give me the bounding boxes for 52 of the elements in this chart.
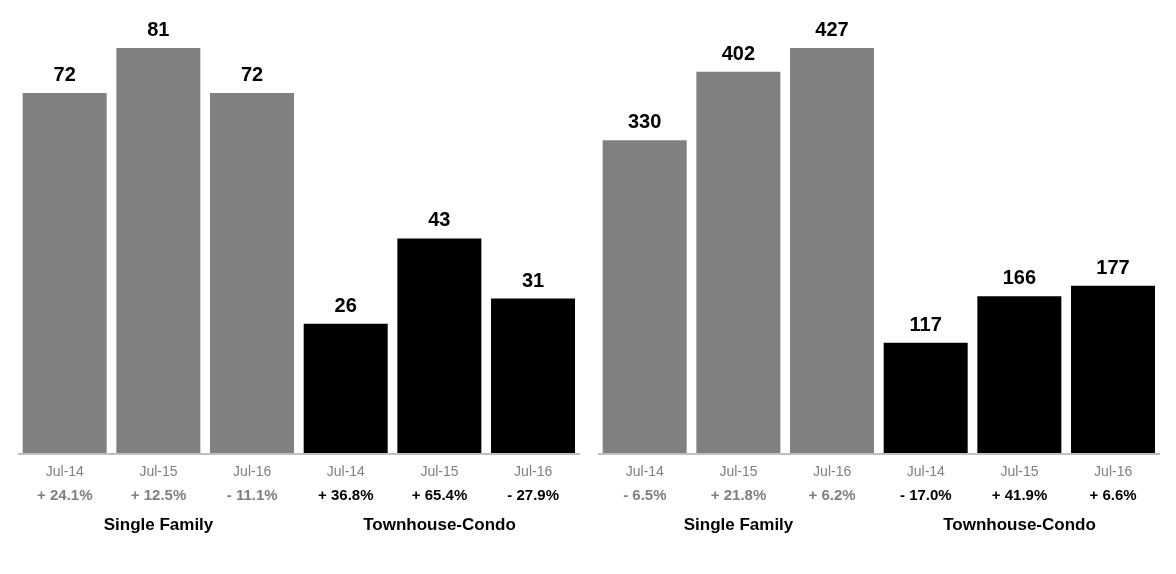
text: - 11.1% (226, 486, 278, 503)
x-tick-label: Jul-16 (233, 463, 272, 479)
x-tick-label: Jul-14 (45, 463, 85, 479)
data-label: 117 (909, 312, 942, 335)
bar (790, 48, 875, 454)
text: Townhouse-Condo (943, 515, 1096, 534)
x-tick-label: Jul-14 (906, 463, 946, 479)
bar (883, 342, 968, 454)
bar (397, 238, 482, 454)
bar (116, 48, 201, 454)
bar (210, 93, 295, 454)
data-label: 177 (1096, 255, 1130, 278)
data-label: 330 (628, 110, 662, 133)
data-label: 166 (1002, 266, 1037, 289)
data-label: 31 (521, 268, 545, 291)
text: + 12.5% (130, 486, 187, 503)
bar (1071, 285, 1156, 454)
data-label: 402 (721, 41, 756, 64)
data-label: 72 (240, 63, 264, 86)
text: + 36.8% (318, 486, 374, 503)
x-tick-label: Jul-15 (1000, 463, 1039, 479)
text: - 6.5% (623, 486, 667, 503)
text: + 65.4% (411, 486, 468, 503)
data-label: 26 (334, 293, 357, 316)
text: Townhouse-Condo (363, 515, 516, 534)
x-tick-label: Jul-15 (420, 463, 459, 479)
bar (602, 140, 687, 454)
bar (977, 296, 1062, 454)
bar (303, 323, 388, 454)
x-tick-label: Jul-16 (813, 463, 852, 479)
text: + 41.9% (991, 486, 1048, 503)
text: Single Family (683, 515, 794, 534)
x-tick-label: Jul-14 (326, 463, 366, 479)
x-tick-label: Jul-15 (139, 463, 178, 479)
x-tick-label: Jul-16 (514, 463, 553, 479)
data-label: 43 (428, 208, 451, 231)
text: Single Family (103, 515, 214, 534)
data-label: 72 (53, 63, 76, 86)
data-label: 81 (147, 18, 170, 40)
text: - 27.9% (507, 486, 560, 503)
text: + 24.1% (37, 486, 93, 503)
bar (22, 93, 107, 454)
data-label: 427 (815, 18, 849, 40)
text: + 6.2% (808, 486, 856, 503)
bar (491, 298, 576, 454)
x-tick-label: Jul-15 (719, 463, 758, 479)
text: + 21.8% (710, 486, 767, 503)
x-tick-label: Jul-14 (625, 463, 665, 479)
text: - 17.0% (899, 486, 952, 503)
bar (696, 71, 781, 454)
x-tick-label: Jul-16 (1094, 463, 1133, 479)
text: + 6.6% (1089, 486, 1137, 503)
